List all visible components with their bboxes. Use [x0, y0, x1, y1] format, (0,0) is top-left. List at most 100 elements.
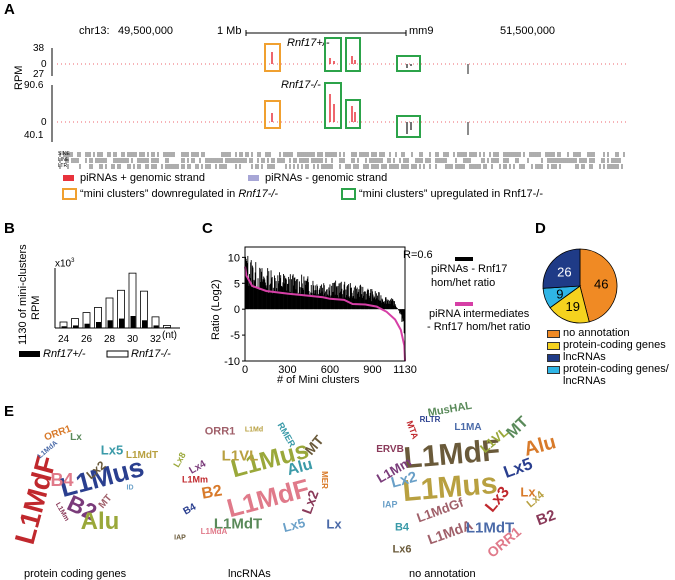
legend-het: Rnf17+/- — [43, 348, 86, 360]
panel-c-frame — [244, 246, 406, 362]
panel-label-d: D — [535, 220, 546, 237]
bar-het-26 — [84, 323, 90, 328]
bar-het-33 — [165, 327, 170, 328]
pie-value: 19 — [565, 299, 579, 314]
pie-legend-chip — [547, 354, 560, 362]
cloud-word-id: ID — [126, 484, 134, 492]
bar-het-24 — [61, 326, 67, 328]
repeat-label-line: LINE — [58, 157, 70, 163]
tick-t1-min: 27 — [33, 69, 45, 80]
up-box-track1-b — [345, 37, 361, 72]
cloud-word-b4: B4 — [50, 470, 74, 490]
legend-down: “mini clusters” downregulated in — [80, 188, 239, 200]
panel-label-b: B — [4, 220, 15, 237]
c-ytick-10: 10 — [228, 252, 240, 264]
cloud-word-iap: IAP — [174, 534, 186, 542]
panel-b-xunit: (nt) — [162, 330, 177, 341]
up-box-track1-a — [324, 37, 342, 72]
cloud-word-lx5: Lx5 — [100, 442, 124, 458]
panel-b-bars — [59, 272, 171, 329]
repeat-tracks — [59, 152, 625, 169]
panel-c-legend1-line1: piRNAs - Rnf17 — [431, 263, 508, 275]
panel-c-ticks: -10 -5 0 5 10 0 300 600 900 1130 — [224, 252, 417, 376]
track2-label: Rnf17-/- — [281, 79, 321, 91]
cloud-word-l1ma: L1MA — [454, 422, 482, 433]
legend-chip-ko — [106, 350, 129, 358]
down-box-track2 — [264, 100, 281, 129]
assembly-label: mm9 — [409, 25, 434, 37]
b-xtick-24: 24 — [58, 334, 70, 345]
legend-plus: piRNAs + genomic strand — [80, 172, 206, 184]
pie-legend-chip — [547, 342, 560, 350]
cloud-word-orr1: ORR1 — [204, 425, 236, 438]
cloud-word-lx: Lx — [70, 432, 82, 443]
pie-legend-label: lncRNAs — [563, 351, 606, 363]
pie-value: 26 — [557, 264, 571, 279]
legend-up: “mini clusters” upregulated in Rnf17-/- — [359, 188, 544, 200]
b-xtick-30: 30 — [127, 334, 139, 345]
repeat-label-ltr: LTR — [58, 163, 68, 169]
panel-c-legend1-line2: hom/het ratio — [431, 277, 496, 289]
bar-het-31 — [142, 320, 147, 328]
pie-value: 46 — [594, 276, 608, 291]
legend-chip-het — [19, 351, 40, 357]
panel-c-legend2-chip — [455, 302, 473, 306]
cloud-word-b4: B4 — [394, 521, 410, 534]
panel-c-legend2-line2: - Rnf17 hom/het ratio — [427, 321, 531, 333]
tick-t2-min: 40.1 — [24, 130, 44, 141]
cloud-word-l1mdt: L1MdT — [125, 450, 159, 461]
cloud-word-lx: Lx — [520, 484, 536, 500]
panel-b-multiplier: x103 — [55, 258, 74, 269]
legend-chip-down — [62, 188, 77, 200]
coord-right: 51,500,000 — [500, 25, 556, 37]
c-ytick-0: 0 — [234, 304, 240, 316]
panel-a-peaks — [271, 52, 469, 135]
c-xtick-0: 0 — [242, 364, 248, 376]
c-xtick-300: 300 — [278, 364, 296, 376]
c-xtick-900: 900 — [363, 364, 381, 376]
pie-legend-chip — [547, 330, 560, 338]
pie-slice-lncrnas — [542, 248, 581, 289]
tick-t1-zero: 0 — [41, 59, 47, 70]
cloud-caption-protein: protein coding genes — [24, 568, 127, 580]
bar-het-28 — [107, 320, 113, 328]
legend-chip-minus — [248, 175, 259, 181]
cloud-word-iap: IAP — [382, 499, 398, 510]
cloud-word-rltr: RLTR — [419, 415, 441, 424]
panel-label-e: E — [4, 403, 15, 420]
up-box-track2-a — [324, 82, 342, 129]
panel-c-annotation: R=0.6 — [403, 249, 433, 261]
up-box-track2-b — [345, 99, 361, 129]
c-ytick--5: -5 — [230, 330, 240, 342]
c-ytick-5: 5 — [234, 278, 240, 290]
legend-down-text: “mini clusters” downregulated in Rnf17-/… — [80, 189, 278, 200]
legend-minus: piRNAs - genomic strand — [265, 172, 388, 184]
cloud-word-alu: Alu — [80, 508, 120, 535]
pie-slice-protein-coding-genes — [549, 285, 590, 324]
bar-het-32 — [153, 325, 159, 328]
bar-het-27 — [96, 322, 101, 328]
panel-label-c: C — [202, 220, 213, 237]
panel-c-xlabel: # of Mini clusters — [277, 374, 360, 386]
legend-chip-up — [341, 188, 356, 200]
pie-legend-label: lncRNAs — [563, 375, 606, 387]
panel-b-multiplier-exp: 3 — [71, 258, 75, 264]
panel-b-ticks: 24 26 28 30 32 — [58, 334, 162, 345]
panel-c-intermediates-line — [244, 266, 406, 362]
panel-c-legend2-line1: piRNA intermediates — [429, 308, 530, 320]
cloud-word-l1md: L1Md — [244, 426, 264, 434]
chrom-label: chr13: — [79, 25, 110, 37]
cloud-word-lx6: Lx6 — [392, 543, 412, 556]
pie-legend-label: no annotation — [563, 327, 630, 339]
pie-legend-chip — [547, 366, 560, 374]
pie-legend-label: protein-coding genes/ — [563, 363, 669, 375]
cloud-word-l1mdt: L1MdT — [465, 519, 515, 537]
panel-d-pie: 46 199 26 — [542, 248, 618, 324]
cloud-word-mer: MER — [320, 471, 329, 489]
track1-label: Rnf17+/- — [287, 37, 330, 49]
b-xtick-32: 32 — [150, 334, 162, 345]
up-box-track2-c — [396, 115, 421, 138]
